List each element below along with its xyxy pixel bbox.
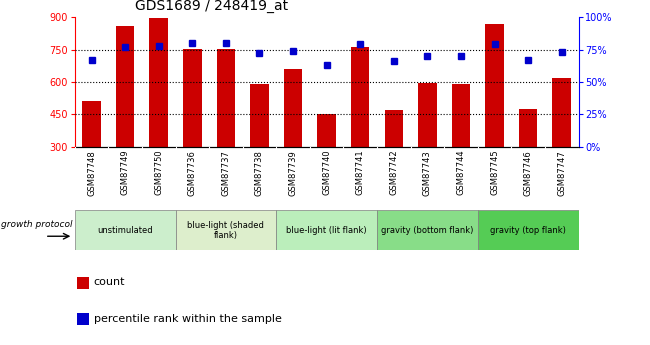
- FancyBboxPatch shape: [478, 210, 578, 250]
- Bar: [418, 83, 437, 147]
- Bar: [552, 78, 571, 147]
- Text: gravity (top flank): gravity (top flank): [490, 226, 566, 235]
- Text: GSM87740: GSM87740: [322, 150, 331, 195]
- Text: GSM87750: GSM87750: [154, 150, 163, 195]
- Bar: [317, 114, 336, 147]
- Text: GSM87745: GSM87745: [490, 150, 499, 195]
- Text: GSM87747: GSM87747: [557, 150, 566, 196]
- Bar: [486, 24, 504, 147]
- Bar: [250, 84, 268, 147]
- Text: GSM87738: GSM87738: [255, 150, 264, 196]
- Bar: [216, 49, 235, 147]
- Bar: [150, 18, 168, 147]
- Text: blue-light (shaded
flank): blue-light (shaded flank): [187, 220, 265, 240]
- FancyBboxPatch shape: [176, 210, 276, 250]
- Text: unstimulated: unstimulated: [98, 226, 153, 235]
- Bar: [77, 313, 88, 325]
- Text: GSM87749: GSM87749: [121, 150, 129, 195]
- Text: percentile rank within the sample: percentile rank within the sample: [94, 314, 281, 324]
- Text: GSM87741: GSM87741: [356, 150, 365, 195]
- Bar: [351, 47, 369, 147]
- Bar: [77, 277, 88, 289]
- FancyBboxPatch shape: [276, 210, 377, 250]
- Text: GSM87742: GSM87742: [389, 150, 398, 195]
- Text: growth protocol: growth protocol: [1, 220, 73, 229]
- Text: GSM87739: GSM87739: [289, 150, 298, 196]
- Bar: [385, 110, 403, 147]
- Text: GSM87748: GSM87748: [87, 150, 96, 196]
- FancyBboxPatch shape: [377, 210, 478, 250]
- Bar: [452, 84, 470, 147]
- FancyBboxPatch shape: [75, 210, 176, 250]
- Bar: [183, 49, 202, 147]
- Bar: [519, 109, 538, 147]
- Text: GDS1689 / 248419_at: GDS1689 / 248419_at: [135, 0, 289, 13]
- Text: count: count: [94, 277, 125, 287]
- Bar: [284, 69, 302, 147]
- Bar: [116, 26, 135, 147]
- Text: GSM87737: GSM87737: [222, 150, 230, 196]
- Bar: [83, 101, 101, 147]
- Text: GSM87746: GSM87746: [524, 150, 532, 196]
- Text: blue-light (lit flank): blue-light (lit flank): [286, 226, 367, 235]
- Text: GSM87736: GSM87736: [188, 150, 197, 196]
- Text: gravity (bottom flank): gravity (bottom flank): [381, 226, 474, 235]
- Text: GSM87743: GSM87743: [423, 150, 432, 196]
- Text: GSM87744: GSM87744: [456, 150, 465, 195]
